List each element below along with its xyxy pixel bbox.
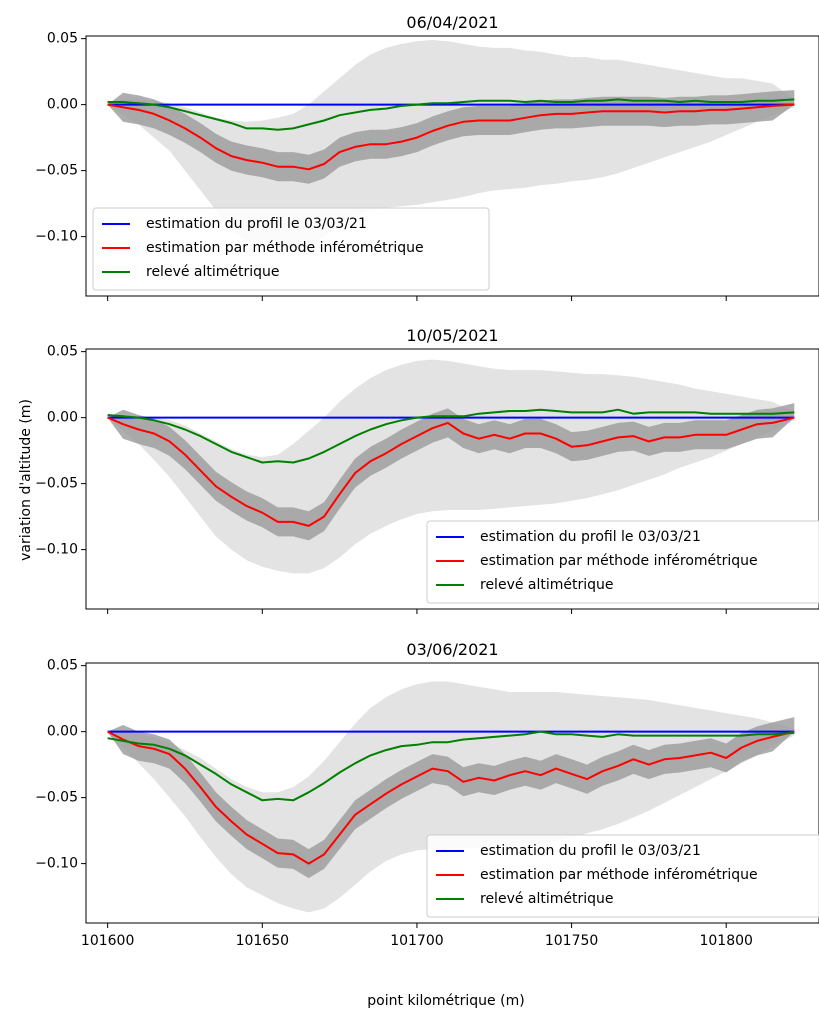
legend-label: relevé altimétrique [480, 577, 614, 593]
y-tick-label: −0.05 [35, 790, 78, 806]
x-tick-label: 101600 [81, 933, 134, 949]
series-line-2 [107, 730, 795, 865]
legend-label: relevé altimétrique [480, 891, 614, 907]
legend: estimation du profil le 03/03/21 estimati… [426, 834, 819, 918]
y-tick-label: 0.05 [47, 658, 78, 674]
axes-frame [85, 35, 819, 297]
axes-frame [85, 348, 819, 610]
legend-box [92, 207, 490, 291]
subplot-title: 03/06/2021 [406, 640, 498, 659]
subplot-title: 10/05/2021 [406, 326, 498, 345]
subplot-1: 0.05 0.00 −0.05 −0.10 06/04/2021 estimation d… [35, 13, 819, 301]
x-tick-label: 101750 [545, 933, 598, 949]
y-tick-label: −0.10 [35, 542, 78, 558]
plot-area [107, 40, 795, 250]
y-tick-label: −0.10 [35, 856, 78, 872]
plot-area [107, 359, 795, 574]
y-tick-label: −0.05 [35, 163, 78, 179]
series-line-2 [107, 416, 795, 527]
y-tick-label: 0.00 [47, 724, 78, 740]
dark-uncertainty-band [107, 717, 795, 879]
subplot-2: 0.05 0.00 −0.05 −0.10 10/05/2021 estimation d… [35, 326, 819, 614]
legend-label: estimation du profil le 03/03/21 [480, 529, 701, 545]
legend-label: estimation du profil le 03/03/21 [146, 216, 367, 232]
y-tick-label: 0.05 [47, 31, 78, 47]
subplot-title: 06/04/2021 [406, 13, 498, 32]
y-tick-label: 0.05 [47, 344, 78, 360]
y-tick-label: 0.00 [47, 410, 78, 426]
series-line-3 [107, 730, 795, 802]
legend-label: estimation par méthode inférométrique [480, 553, 758, 569]
y-axis-label: variation d'altitude (m) [18, 399, 34, 561]
x-tick-label: 101650 [236, 933, 289, 949]
series-line-3 [107, 408, 795, 464]
x-tick-label: 101800 [699, 933, 752, 949]
legend: estimation du profil le 03/03/21 estimati… [426, 520, 819, 604]
x-axis-label: point kilométrique (m) [367, 993, 524, 1009]
series-line-3 [107, 98, 795, 131]
legend-label: estimation du profil le 03/03/21 [480, 843, 701, 859]
legend-box [426, 520, 819, 604]
legend-box [426, 834, 819, 918]
y-tick-label: −0.10 [35, 229, 78, 245]
subplot-3: 0.05 0.00 −0.05 −0.10 101600 101650 101700 1017… [35, 640, 819, 949]
x-tick-label: 101700 [390, 933, 443, 949]
series-line-2 [107, 103, 795, 171]
legend-label: estimation par méthode inférométrique [480, 867, 758, 883]
subplots: 0.05 0.00 −0.05 −0.10 06/04/2021 estimation d… [35, 13, 819, 949]
y-tick-label: −0.05 [35, 476, 78, 492]
y-tick-label: 0.00 [47, 97, 78, 113]
legend: estimation du profil le 03/03/21 estimati… [92, 207, 490, 291]
legend-label: estimation par méthode inférométrique [146, 240, 424, 256]
light-uncertainty-band [107, 40, 795, 250]
dark-uncertainty-band [107, 90, 795, 184]
legend-label: relevé altimétrique [146, 264, 280, 280]
axes-frame [85, 662, 819, 924]
plot-area [107, 681, 795, 913]
